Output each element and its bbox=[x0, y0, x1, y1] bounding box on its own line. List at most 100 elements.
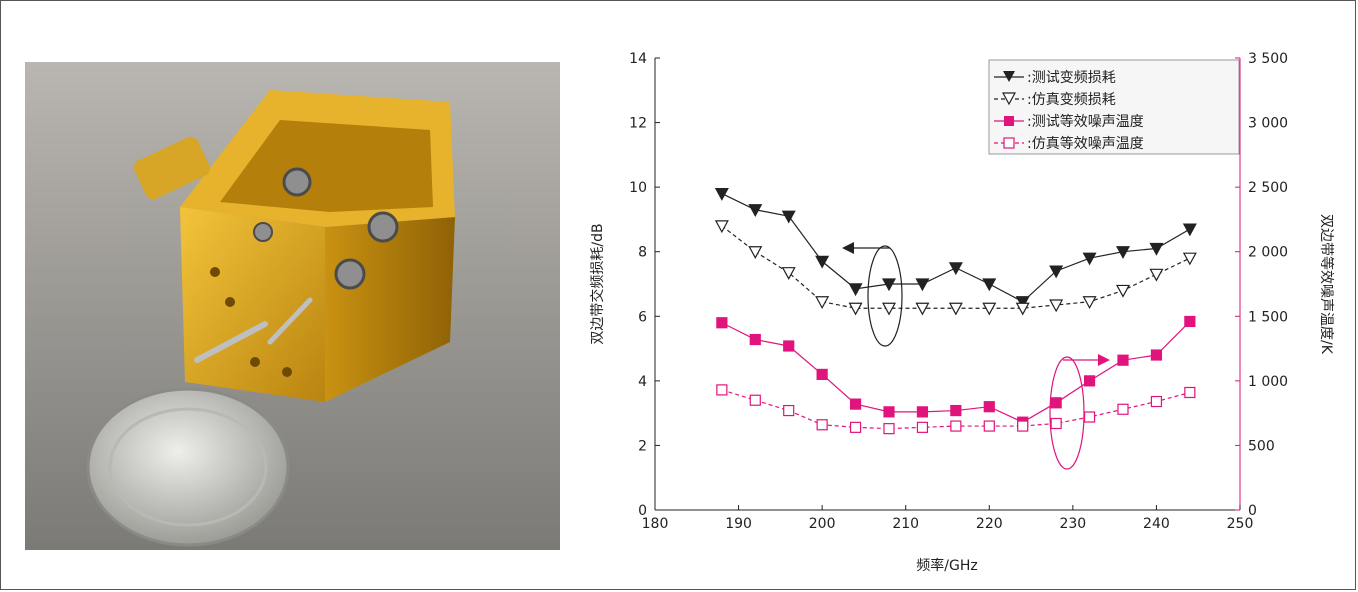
legend-label: :仿真等效噪声温度 bbox=[1027, 135, 1144, 152]
legend-item-simulated-loss: :仿真变频损耗 bbox=[994, 92, 1116, 108]
data-point-triangle bbox=[1015, 296, 1030, 310]
left-y-tick-label: 2 bbox=[638, 438, 647, 454]
data-point-triangle bbox=[881, 278, 897, 292]
data-point-square bbox=[783, 404, 795, 417]
data-point-triangle bbox=[915, 302, 930, 316]
data-point-square bbox=[1117, 403, 1129, 415]
data-point-square bbox=[849, 421, 862, 433]
data-point-triangle bbox=[982, 302, 997, 316]
legend-label: :仿真变频损耗 bbox=[1027, 92, 1116, 108]
legend-label: :测试等效噪声温度 bbox=[1027, 113, 1144, 130]
data-point-square bbox=[1083, 411, 1096, 423]
data-point-triangle bbox=[1182, 252, 1197, 266]
data-point-square bbox=[816, 419, 828, 431]
data-point-triangle bbox=[815, 255, 830, 269]
data-point-square bbox=[1017, 420, 1029, 432]
data-point-triangle bbox=[1115, 246, 1131, 259]
data-point-square bbox=[883, 406, 895, 418]
data-point-triangle bbox=[948, 262, 963, 276]
data-point-square bbox=[983, 401, 995, 413]
data-point-triangle bbox=[781, 210, 796, 224]
data-point-triangle bbox=[748, 204, 763, 217]
left-y-tick-label: 6 bbox=[638, 309, 647, 325]
data-point-square bbox=[1184, 315, 1196, 328]
data-point-triangle bbox=[982, 278, 997, 292]
legend-item-measured-loss: :测试变频损耗 bbox=[994, 70, 1116, 86]
data-point-square bbox=[716, 317, 728, 329]
data-point-square bbox=[1083, 375, 1096, 387]
left-y-tick-label: 0 bbox=[638, 503, 647, 519]
right-y-tick-label: 1 000 bbox=[1248, 374, 1288, 390]
data-point-triangle bbox=[1149, 242, 1164, 256]
x-tick-label: 200 bbox=[809, 516, 836, 532]
data-point-triangle bbox=[714, 220, 729, 234]
right-y-axis-title: 双边带等效噪声温度/K bbox=[1318, 214, 1335, 355]
data-point-square bbox=[916, 406, 929, 418]
legend: :测试变频损耗 :仿真变频损耗 :测试等效噪声温度 :仿真等效噪声温度 bbox=[988, 59, 1240, 155]
data-point-triangle bbox=[948, 302, 963, 316]
right-y-tick-label: 3 000 bbox=[1248, 116, 1288, 132]
data-point-square bbox=[1150, 395, 1163, 408]
data-point-triangle bbox=[1082, 296, 1097, 310]
data-point-square bbox=[1050, 417, 1062, 430]
right-y-tick-label: 3 500 bbox=[1248, 51, 1288, 67]
right-axis-indicator bbox=[1049, 354, 1110, 470]
x-tick-label: 230 bbox=[1059, 516, 1086, 532]
data-point-triangle bbox=[714, 188, 729, 201]
data-point-triangle bbox=[1182, 223, 1197, 237]
data-point-triangle bbox=[781, 267, 796, 280]
data-point-triangle bbox=[881, 302, 897, 316]
data-point-triangle bbox=[1149, 268, 1164, 282]
data-point-square bbox=[749, 394, 761, 406]
legend-item-measured-noise: :测试等效噪声温度 bbox=[994, 113, 1144, 130]
data-point-triangle bbox=[848, 302, 863, 316]
data-point-triangle bbox=[915, 278, 930, 292]
right-y-tick-label: 0 bbox=[1248, 503, 1257, 519]
data-point-square bbox=[1184, 386, 1196, 399]
x-tick-label: 180 bbox=[642, 516, 669, 532]
right-y-tick-label: 1 500 bbox=[1248, 309, 1288, 325]
x-tick-label: 190 bbox=[725, 516, 752, 532]
x-tick-label: 240 bbox=[1143, 516, 1170, 532]
data-point-square bbox=[950, 420, 962, 432]
data-point-triangle bbox=[748, 246, 763, 259]
data-point-triangle bbox=[1015, 302, 1030, 316]
x-tick-label: 210 bbox=[892, 516, 919, 532]
right-y-tick-label: 2 000 bbox=[1248, 245, 1288, 261]
data-point-square bbox=[816, 368, 828, 380]
chart-svg: 180 190 200 210 220 230 240 2500246810121405001… bbox=[589, 51, 1335, 574]
data-point-square bbox=[883, 423, 895, 435]
mixer-photo bbox=[25, 62, 560, 550]
data-point-square bbox=[716, 384, 728, 396]
left-y-tick-label: 14 bbox=[629, 51, 647, 67]
x-tick-label: 250 bbox=[1227, 516, 1254, 532]
data-point-square bbox=[1150, 349, 1163, 361]
data-point-square bbox=[749, 333, 761, 346]
data-point-square bbox=[783, 340, 795, 352]
left-y-tick-label: 4 bbox=[638, 374, 647, 390]
left-y-tick-label: 8 bbox=[638, 245, 647, 261]
data-point-square bbox=[1050, 397, 1062, 409]
left-y-tick-label: 10 bbox=[629, 180, 647, 196]
data-point-square bbox=[1117, 354, 1129, 366]
legend-item-simulated-noise: :仿真等效噪声温度 bbox=[994, 135, 1144, 152]
left-y-axis-title: 双边带交频损耗/dB bbox=[589, 223, 606, 344]
right-y-tick-label: 500 bbox=[1248, 438, 1275, 454]
data-point-triangle bbox=[1049, 299, 1064, 313]
left-y-tick-label: 12 bbox=[629, 116, 647, 132]
data-point-triangle bbox=[1049, 265, 1064, 279]
data-point-square bbox=[983, 420, 995, 432]
data-point-triangle bbox=[815, 296, 830, 310]
x-tick-label: 220 bbox=[976, 516, 1003, 532]
right-y-tick-label: 2 500 bbox=[1248, 180, 1288, 196]
legend-label: :测试变频损耗 bbox=[1027, 70, 1116, 86]
left-axis-indicator bbox=[842, 242, 903, 347]
data-point-triangle bbox=[1082, 252, 1097, 266]
data-point-square bbox=[849, 398, 862, 410]
x-axis-title: 频率/GHz bbox=[916, 557, 977, 574]
data-point-triangle bbox=[1115, 284, 1131, 298]
data-point-square bbox=[950, 404, 962, 417]
data-point-square bbox=[916, 421, 929, 433]
data-point-triangle bbox=[848, 283, 863, 297]
